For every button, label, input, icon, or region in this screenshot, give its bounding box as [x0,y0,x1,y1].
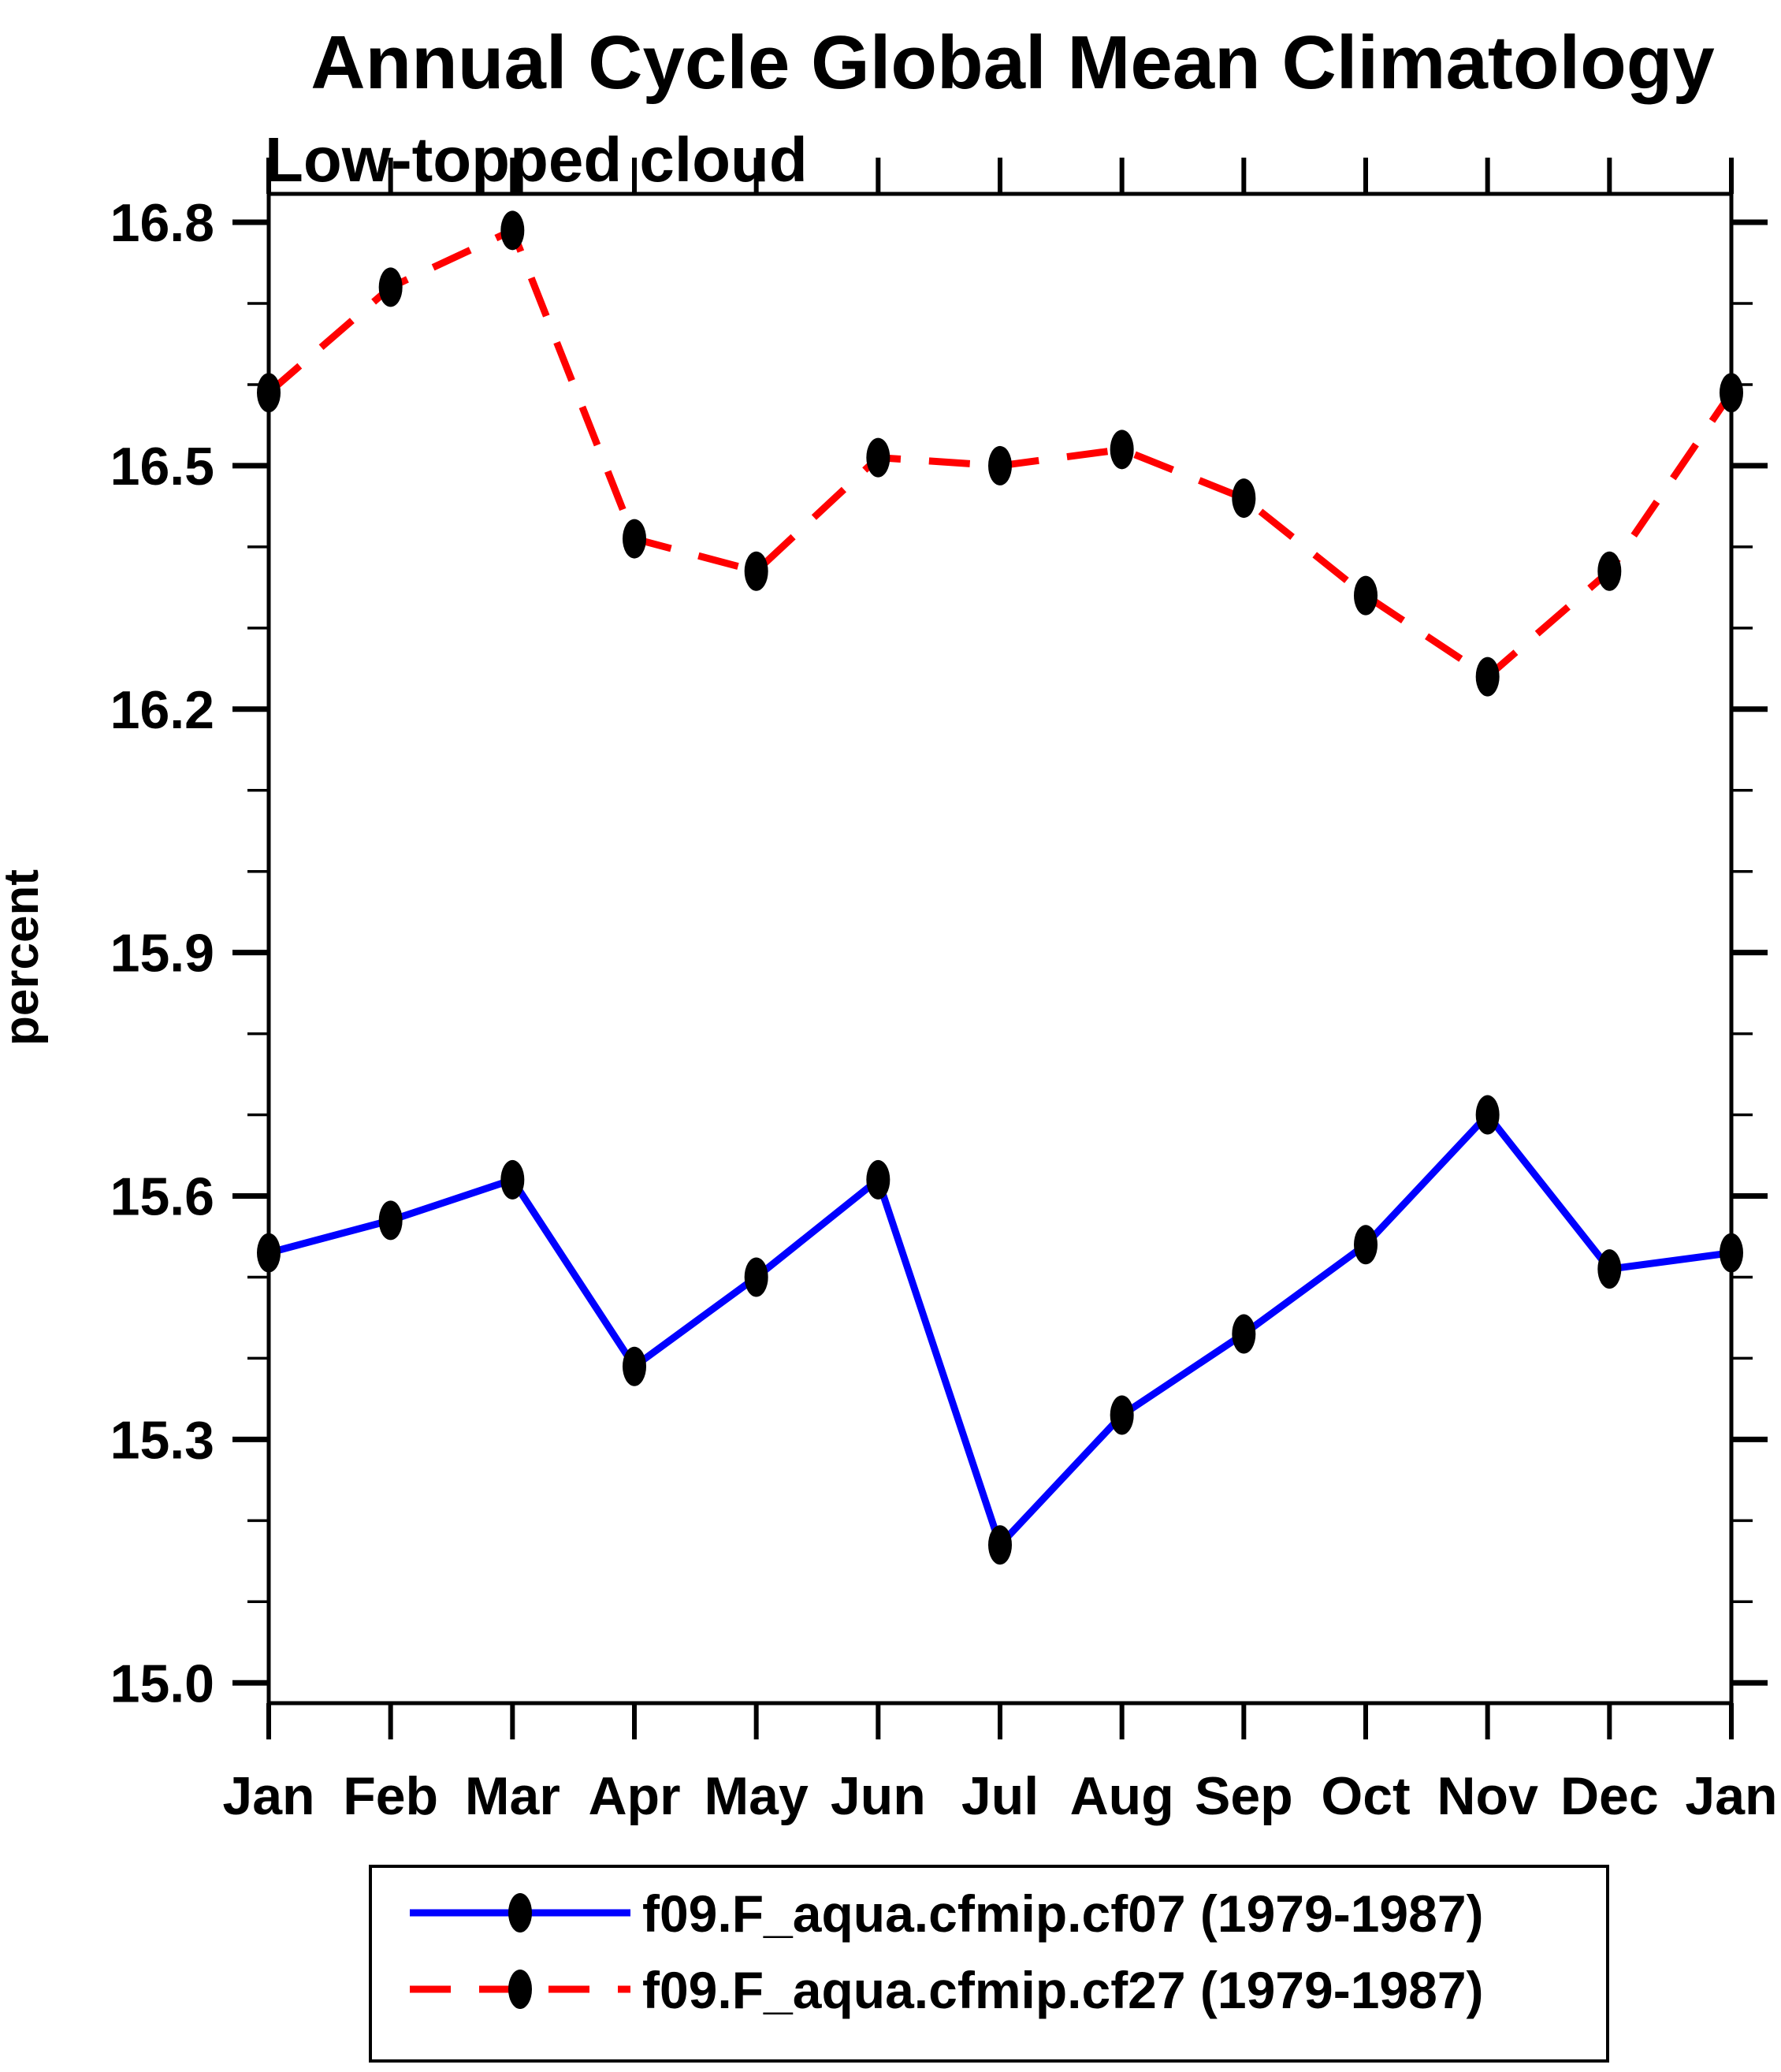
data-point-marker [1110,1395,1134,1435]
series-line-0 [267,1109,1732,1552]
plot-frame [266,192,1734,1706]
data-point-marker [866,1159,890,1200]
data-point-marker [744,1257,768,1297]
y-tick-label: 15.9 [110,924,214,984]
legend: f09.F_aqua.cfmip.cf07 (1979-1987) f09.F_a… [369,1865,1609,2063]
x-tick-label: Nov [1437,1766,1538,1826]
data-point-marker [623,519,646,559]
data-point-marker [988,445,1012,485]
data-point-marker [500,210,525,251]
legend-box [369,1865,1609,2063]
x-tick-label: Oct [1321,1766,1410,1826]
x-tick-label: Jun [831,1766,926,1826]
x-tick-label: Dec [1560,1766,1659,1826]
data-point-marker [744,551,768,591]
y-axis-title: percent [0,869,49,1046]
y-tick-label: 15.0 [110,1654,214,1713]
chart-title: Annual Cycle Global Mean Climatology [310,20,1715,105]
y-tick-label: 16.8 [110,193,214,253]
data-point-marker [866,437,890,478]
data-point-marker [1354,1225,1378,1265]
data-point-marker [623,1346,646,1386]
data-point-marker [378,267,403,307]
x-tick-label: Jul [961,1766,1039,1826]
x-tick-label: Mar [465,1766,560,1826]
x-tick-label: Aug [1070,1766,1174,1826]
legend-marker-1 [508,1970,532,2009]
data-point-marker [1475,657,1500,697]
x-tick-label: Feb [343,1766,438,1826]
x-tick-label: May [705,1766,809,1826]
y-tick-label: 15.6 [110,1167,214,1227]
x-tick-label: Jan [1685,1766,1777,1826]
data-point-marker [1232,478,1256,519]
legend-label-1: f09.F_aqua.cfmip.cf27 (1979-1987) [642,1961,1484,2019]
x-tick-label: Apr [588,1766,680,1826]
plot-border [266,192,1734,1706]
x-tick-label: Jan [222,1766,314,1826]
legend-marker-0 [508,1893,532,1933]
chart-subtitle: Low-topped cloud [265,125,808,195]
data-point-marker [1597,551,1622,591]
data-point-marker [1110,430,1134,470]
data-point-marker [1232,1314,1256,1354]
y-tick-label: 15.3 [110,1410,214,1470]
data-point-marker [378,1200,403,1241]
y-tick-label: 16.2 [110,680,214,740]
data-point-marker [988,1525,1012,1565]
data-point-marker [1475,1095,1500,1135]
axis-ticks [232,158,1768,1739]
data-point-marker [1597,1249,1622,1289]
axis-tick-labels: 15.0 15.3 15.6 15.9 16.2 16.5 16.8 Jan Feb Mar Apr… [110,193,1778,1826]
data-series [257,210,1743,1565]
data-point-marker [1354,575,1378,616]
x-tick-label: Sep [1195,1766,1293,1826]
legend-label-0: f09.F_aqua.cfmip.cf07 (1979-1987) [642,1884,1484,1943]
y-tick-label: 16.5 [110,437,214,497]
data-point-marker [500,1159,525,1200]
